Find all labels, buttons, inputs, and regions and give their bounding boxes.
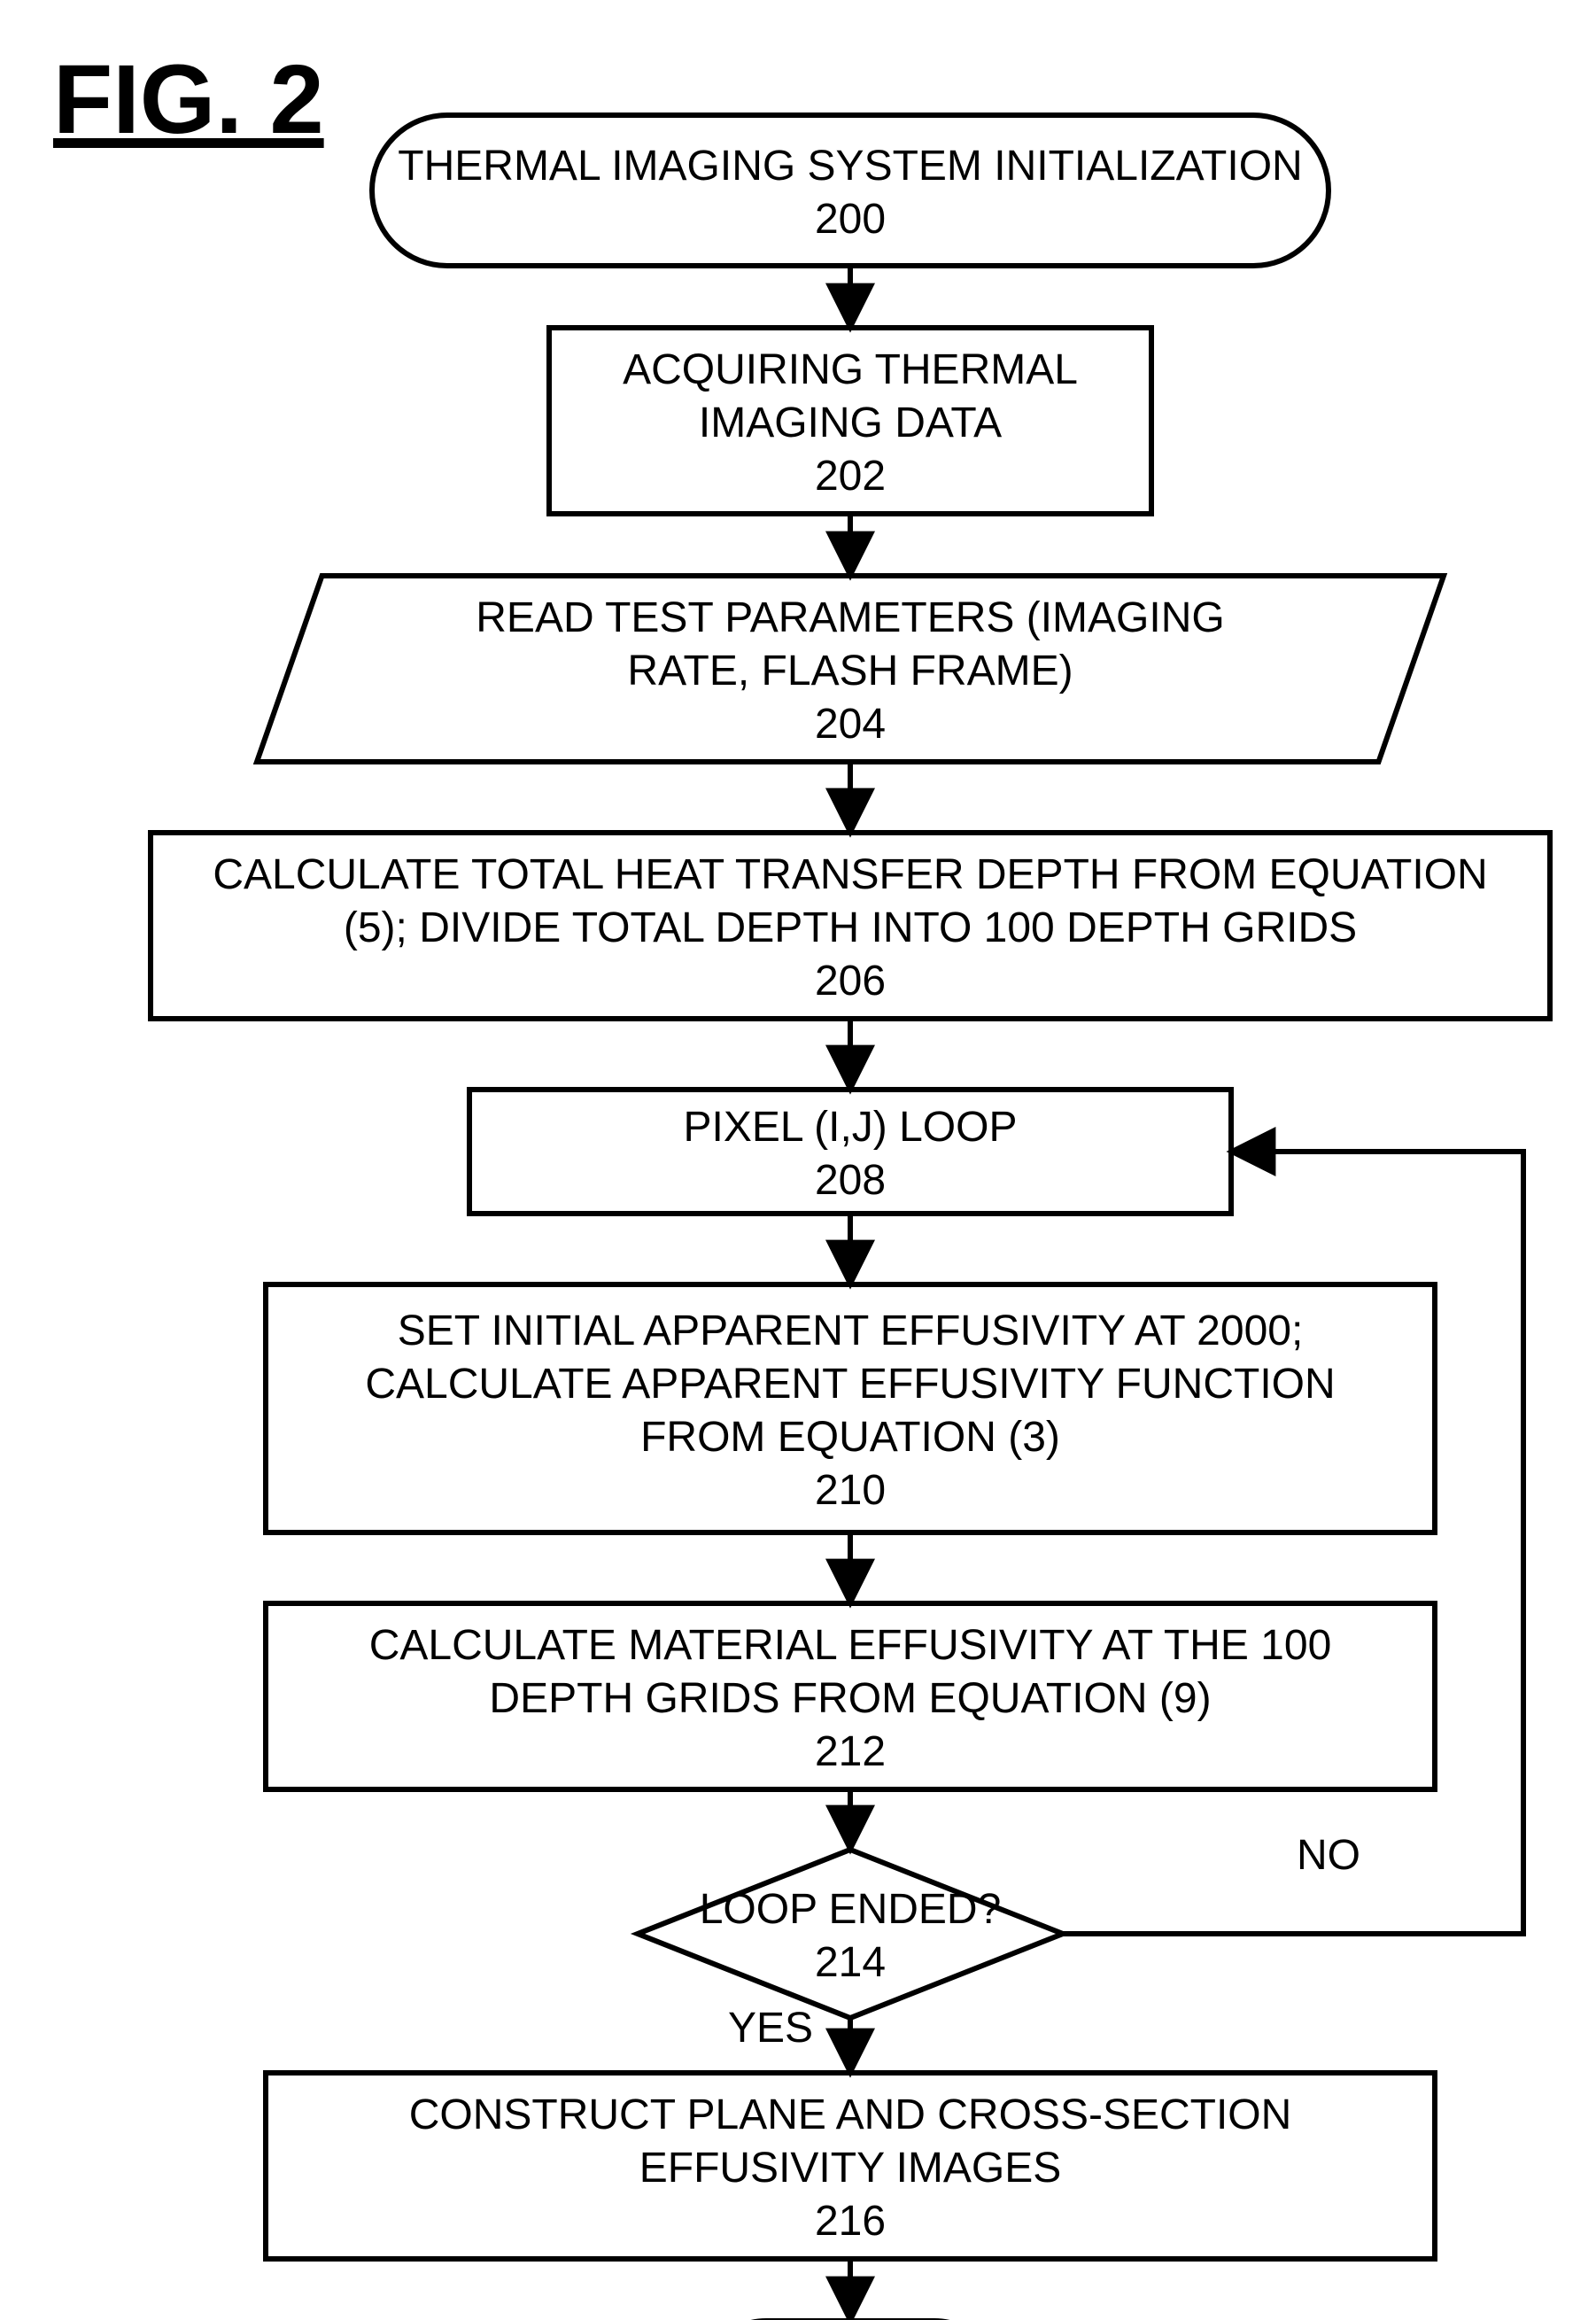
node-n212: CALCULATE MATERIAL EFFUSIVITY AT THE 100… bbox=[266, 1603, 1435, 1789]
node-n206-text: CALCULATE TOTAL HEAT TRANSFER DEPTH FROM… bbox=[213, 851, 1487, 898]
node-n202-text: ACQUIRING THERMAL bbox=[623, 346, 1078, 393]
node-n204: READ TEST PARAMETERS (IMAGING RATE, FLASH… bbox=[257, 576, 1444, 762]
edge-label-no: NO bbox=[1297, 1832, 1360, 1879]
edge-label-yes: YES bbox=[728, 2005, 813, 2052]
flowchart-canvas: FIG. 2 THERMAL IMAGING SYSTEM INITIALIZAT… bbox=[0, 0, 1596, 2320]
node-n204-text: READ TEST PARAMETERS (IMAGING bbox=[476, 594, 1224, 641]
node-n212-text: 212 bbox=[815, 1728, 886, 1775]
node-n214-text: LOOP ENDED? bbox=[700, 1886, 1002, 1933]
figure-label: FIG. 2 bbox=[53, 45, 324, 154]
edge-loopback bbox=[1063, 1152, 1523, 1934]
node-n212-text: CALCULATE MATERIAL EFFUSIVITY AT THE 100 bbox=[369, 1622, 1332, 1669]
node-n214: LOOP ENDED? 214 bbox=[638, 1850, 1063, 2018]
node-n212-text: DEPTH GRIDS FROM EQUATION (9) bbox=[489, 1675, 1211, 1722]
node-n206: CALCULATE TOTAL HEAT TRANSFER DEPTH FROM… bbox=[151, 833, 1550, 1019]
node-n204-text: 204 bbox=[815, 701, 886, 748]
node-n216-text: EFFUSIVITY IMAGES bbox=[639, 2145, 1062, 2192]
node-n210: SET INITIAL APPARENT EFFUSIVITY AT 2000;… bbox=[266, 1284, 1435, 1532]
node-n216-text: CONSTRUCT PLANE AND CROSS-SECTION bbox=[409, 2091, 1292, 2138]
node-n216-text: 216 bbox=[815, 2198, 886, 2245]
node-n208-text: PIXEL (I,J) LOOP bbox=[684, 1104, 1018, 1151]
node-n200-text: 200 bbox=[815, 196, 886, 243]
node-n208-text: 208 bbox=[815, 1157, 886, 1204]
node-n210-text: 210 bbox=[815, 1467, 886, 1514]
node-n216: CONSTRUCT PLANE AND CROSS-SECTION EFFUSIV… bbox=[266, 2073, 1435, 2259]
node-n200-text: THERMAL IMAGING SYSTEM INITIALIZATION bbox=[398, 143, 1302, 190]
node-n208: PIXEL (I,J) LOOP 208 bbox=[469, 1090, 1231, 1214]
node-n210-text: FROM EQUATION (3) bbox=[640, 1414, 1060, 1461]
node-n200: THERMAL IMAGING SYSTEM INITIALIZATION 200 bbox=[372, 115, 1329, 266]
node-n210-text: SET INITIAL APPARENT EFFUSIVITY AT 2000; bbox=[398, 1307, 1304, 1354]
node-n214-text: 214 bbox=[815, 1939, 886, 1986]
node-n206-text: (5); DIVIDE TOTAL DEPTH INTO 100 DEPTH G… bbox=[344, 904, 1357, 951]
node-n202-text: IMAGING DATA bbox=[699, 400, 1002, 446]
node-n202-text: 202 bbox=[815, 453, 886, 500]
node-n202: ACQUIRING THERMAL IMAGING DATA 202 bbox=[549, 328, 1151, 514]
node-n210-text: CALCULATE APPARENT EFFUSIVITY FUNCTION bbox=[365, 1361, 1335, 1408]
node-n206-text: 206 bbox=[815, 958, 886, 1005]
node-n204-text: RATE, FLASH FRAME) bbox=[627, 648, 1073, 694]
